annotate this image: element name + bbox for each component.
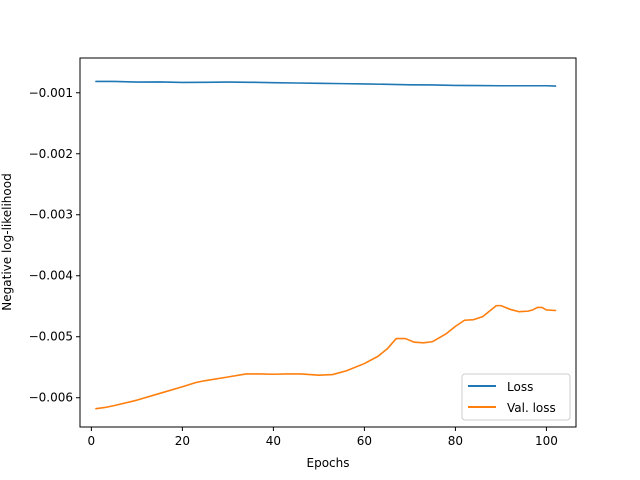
x-tick-label: 20 xyxy=(175,434,190,448)
y-axis: −0.006 −0.005 −0.004 −0.003 −0.002 −0.001 xyxy=(29,86,80,405)
y-tick-label: −0.006 xyxy=(29,391,73,405)
series-line-loss xyxy=(95,80,557,87)
x-tick-label: 80 xyxy=(448,434,463,448)
y-axis-label: Negative log-likelihood xyxy=(0,173,14,310)
y-tick-label: −0.003 xyxy=(29,208,73,222)
legend-label-loss: Loss xyxy=(507,380,533,394)
y-tick-label: −0.005 xyxy=(29,330,73,344)
x-axis: 0 20 40 60 80 100 xyxy=(88,427,558,448)
x-tick-label: 60 xyxy=(357,434,372,448)
x-axis-label: Epochs xyxy=(307,456,350,470)
x-tick-label: 40 xyxy=(266,434,281,448)
plot-frame xyxy=(79,57,577,428)
y-tick-label: −0.004 xyxy=(29,269,73,283)
x-tick-label: 0 xyxy=(88,434,96,448)
series-line-val-loss xyxy=(95,304,557,410)
x-tick-label: 100 xyxy=(535,434,558,448)
y-tick-label: −0.002 xyxy=(29,147,73,161)
legend: Loss Val. loss xyxy=(461,373,571,421)
series-layer xyxy=(95,80,557,410)
y-tick-label: −0.001 xyxy=(29,86,73,100)
legend-label-val-loss: Val. loss xyxy=(507,401,556,415)
plot-area xyxy=(80,58,576,427)
